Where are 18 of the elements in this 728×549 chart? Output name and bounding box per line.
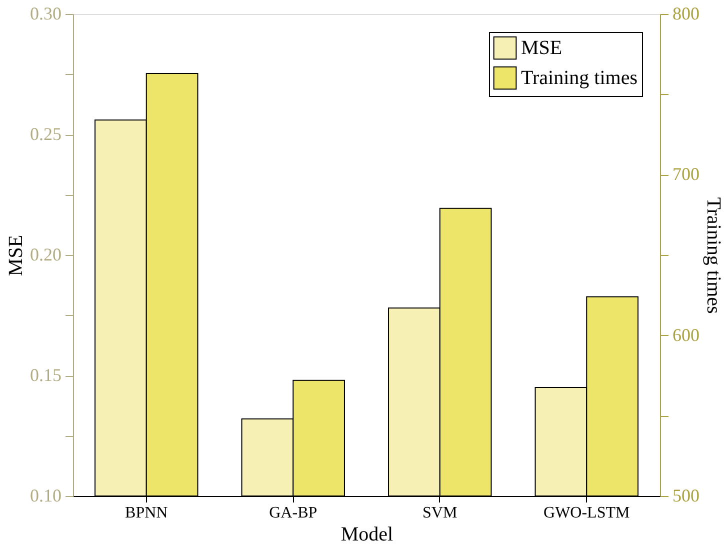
y-tick-label: 0.30 xyxy=(30,4,62,24)
y2-tick-label: 500 xyxy=(672,486,700,506)
y2-tick-label: 600 xyxy=(672,324,700,345)
x-tick-label: GA-BP xyxy=(269,504,318,522)
y-axis-title: MSE xyxy=(5,234,27,276)
y2-tick-label: 700 xyxy=(672,164,700,184)
x-tick-label: SVM xyxy=(422,504,458,522)
x-tick-label: GWO-LSTM xyxy=(544,504,630,522)
legend-label: Training times xyxy=(521,67,638,89)
y-tick-label: 0.10 xyxy=(30,486,62,506)
y-tick-label: 0.15 xyxy=(30,365,62,385)
x-tick-label: BPNN xyxy=(125,504,168,522)
legend-label: MSE xyxy=(521,37,562,59)
y-tick-label: 0.20 xyxy=(30,244,62,264)
y2-tick-label: 800 xyxy=(672,4,700,24)
y-tick-label: 0.25 xyxy=(30,124,62,144)
y2-axis-title: Training times xyxy=(702,197,724,314)
x-axis-title: Model xyxy=(340,524,394,546)
